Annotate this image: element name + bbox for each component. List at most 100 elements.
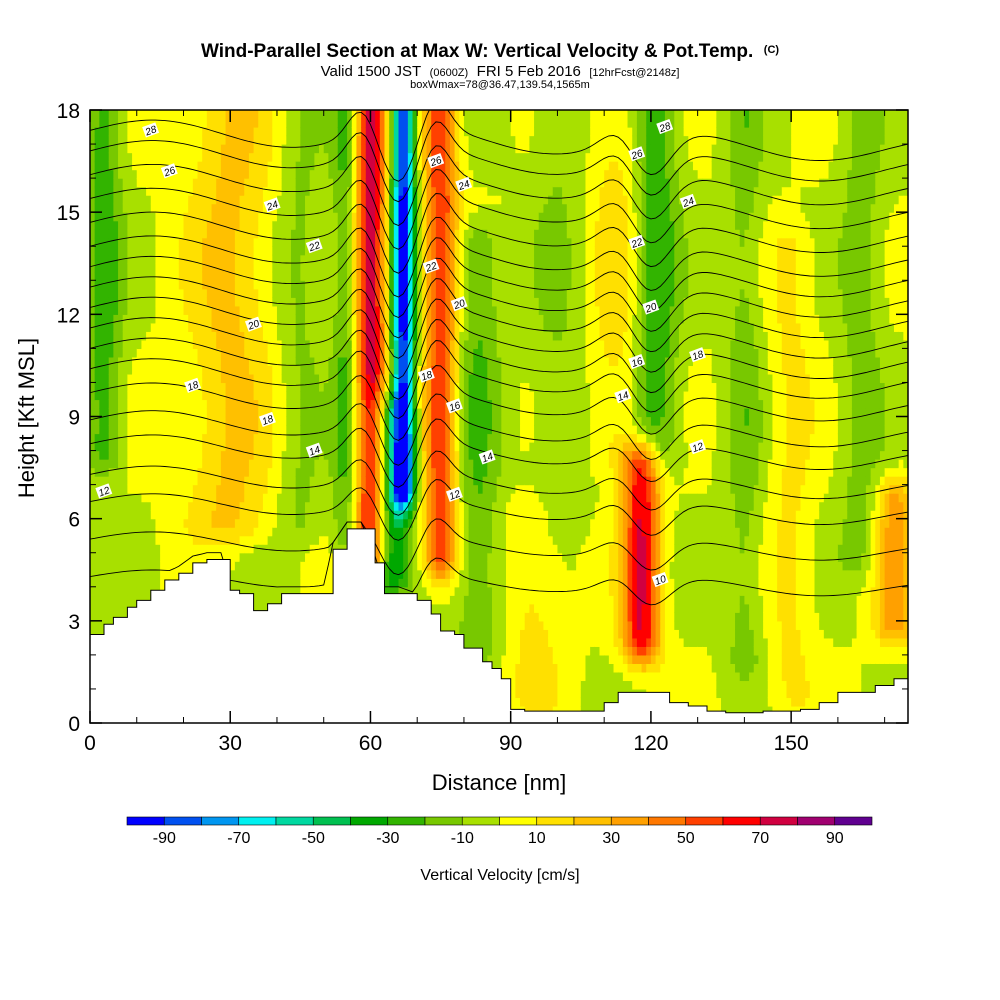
velocity-cell (314, 280, 320, 290)
velocity-cell (342, 229, 348, 239)
velocity-cell (211, 110, 217, 120)
velocity-cell (188, 390, 194, 401)
velocity-cell (314, 510, 320, 520)
velocity-cell (286, 246, 292, 256)
velocity-cell (328, 510, 334, 520)
velocity-cell (225, 144, 231, 154)
velocity-cell (309, 365, 315, 375)
velocity-cell (132, 501, 138, 511)
velocity-cell (108, 578, 114, 588)
velocity-cell (90, 620, 96, 630)
velocity-cell (146, 561, 152, 571)
velocity-cell (407, 382, 414, 392)
velocity-cell (393, 331, 400, 341)
velocity-cell (132, 280, 138, 290)
velocity-cell (90, 356, 96, 367)
velocity-cell (178, 365, 185, 375)
velocity-cell (393, 144, 400, 154)
velocity-cell (398, 510, 404, 520)
velocity-cell (132, 254, 138, 264)
velocity-cell (323, 152, 329, 162)
velocity-cell (267, 195, 273, 205)
velocity-cell (94, 442, 100, 452)
velocity-cell (393, 416, 400, 426)
velocity-cell (150, 544, 157, 554)
velocity-cell (258, 339, 264, 349)
velocity-cell (94, 595, 100, 605)
velocity-cell (300, 493, 306, 503)
velocity-cell (272, 161, 278, 171)
velocity-cell (174, 178, 180, 188)
velocity-cell (333, 348, 339, 358)
velocity-cell (118, 365, 124, 375)
velocity-cell (244, 212, 250, 222)
velocity-cell (407, 305, 414, 315)
velocity-cell (230, 305, 236, 315)
velocity-cell (169, 288, 175, 298)
velocity-cell (389, 510, 395, 520)
velocity-cell (183, 348, 189, 358)
velocity-cell (220, 407, 227, 418)
velocity-cell (122, 229, 128, 239)
velocity-cell (108, 595, 114, 605)
velocity-cell (337, 288, 344, 298)
velocity-cell (333, 195, 339, 205)
velocity-cell (300, 416, 306, 426)
velocity-cell (305, 144, 311, 154)
velocity-cell (272, 212, 278, 222)
velocity-cell (118, 501, 124, 511)
velocity-cell (183, 442, 189, 452)
velocity-cell (202, 212, 208, 222)
velocity-cell (192, 288, 199, 298)
velocity-cell (295, 433, 301, 443)
velocity-cell (328, 229, 334, 239)
velocity-cell (281, 144, 287, 154)
velocity-cell (272, 339, 278, 349)
velocity-cell (118, 127, 124, 137)
velocity-cell (211, 399, 217, 409)
velocity-cell (375, 331, 381, 341)
velocity-cell (286, 178, 292, 188)
velocity-cell (239, 220, 245, 230)
velocity-cell (337, 263, 344, 273)
velocity-cell (118, 263, 124, 273)
velocity-cell (351, 271, 358, 281)
velocity-cell (169, 110, 175, 120)
velocity-cell (174, 484, 180, 494)
velocity-cell (290, 390, 297, 401)
velocity-cell (206, 527, 213, 537)
velocity-cell (160, 271, 166, 281)
velocity-cell (122, 578, 128, 588)
velocity-cell (361, 433, 367, 443)
velocity-cell (160, 561, 166, 571)
velocity-cell (403, 178, 409, 188)
velocity-cell (169, 399, 175, 409)
velocity-cell (141, 586, 147, 596)
velocity-cell (239, 127, 245, 137)
velocity-cell (407, 416, 414, 426)
velocity-cell (262, 263, 269, 273)
velocity-cell (146, 178, 152, 188)
velocity-cell (230, 322, 236, 332)
velocity-cell (389, 433, 395, 443)
velocity-cell (314, 212, 320, 222)
velocity-cell (253, 152, 259, 162)
velocity-cell (253, 127, 259, 137)
velocity-cell (136, 450, 143, 460)
velocity-cell (342, 220, 348, 230)
velocity-cell (272, 390, 278, 401)
velocity-cell (132, 127, 138, 137)
velocity-cell (314, 263, 320, 273)
velocity-cell (347, 356, 353, 367)
velocity-cell (99, 527, 105, 537)
velocity-cell (290, 280, 297, 290)
velocity-cell (132, 518, 138, 528)
velocity-cell (99, 237, 105, 247)
velocity-cell (94, 407, 100, 418)
velocity-cell (398, 552, 404, 562)
velocity-cell (300, 373, 306, 384)
velocity-cell (403, 552, 409, 562)
velocity-cell (333, 535, 339, 545)
velocity-cell (309, 493, 315, 503)
velocity-cell (258, 178, 264, 188)
